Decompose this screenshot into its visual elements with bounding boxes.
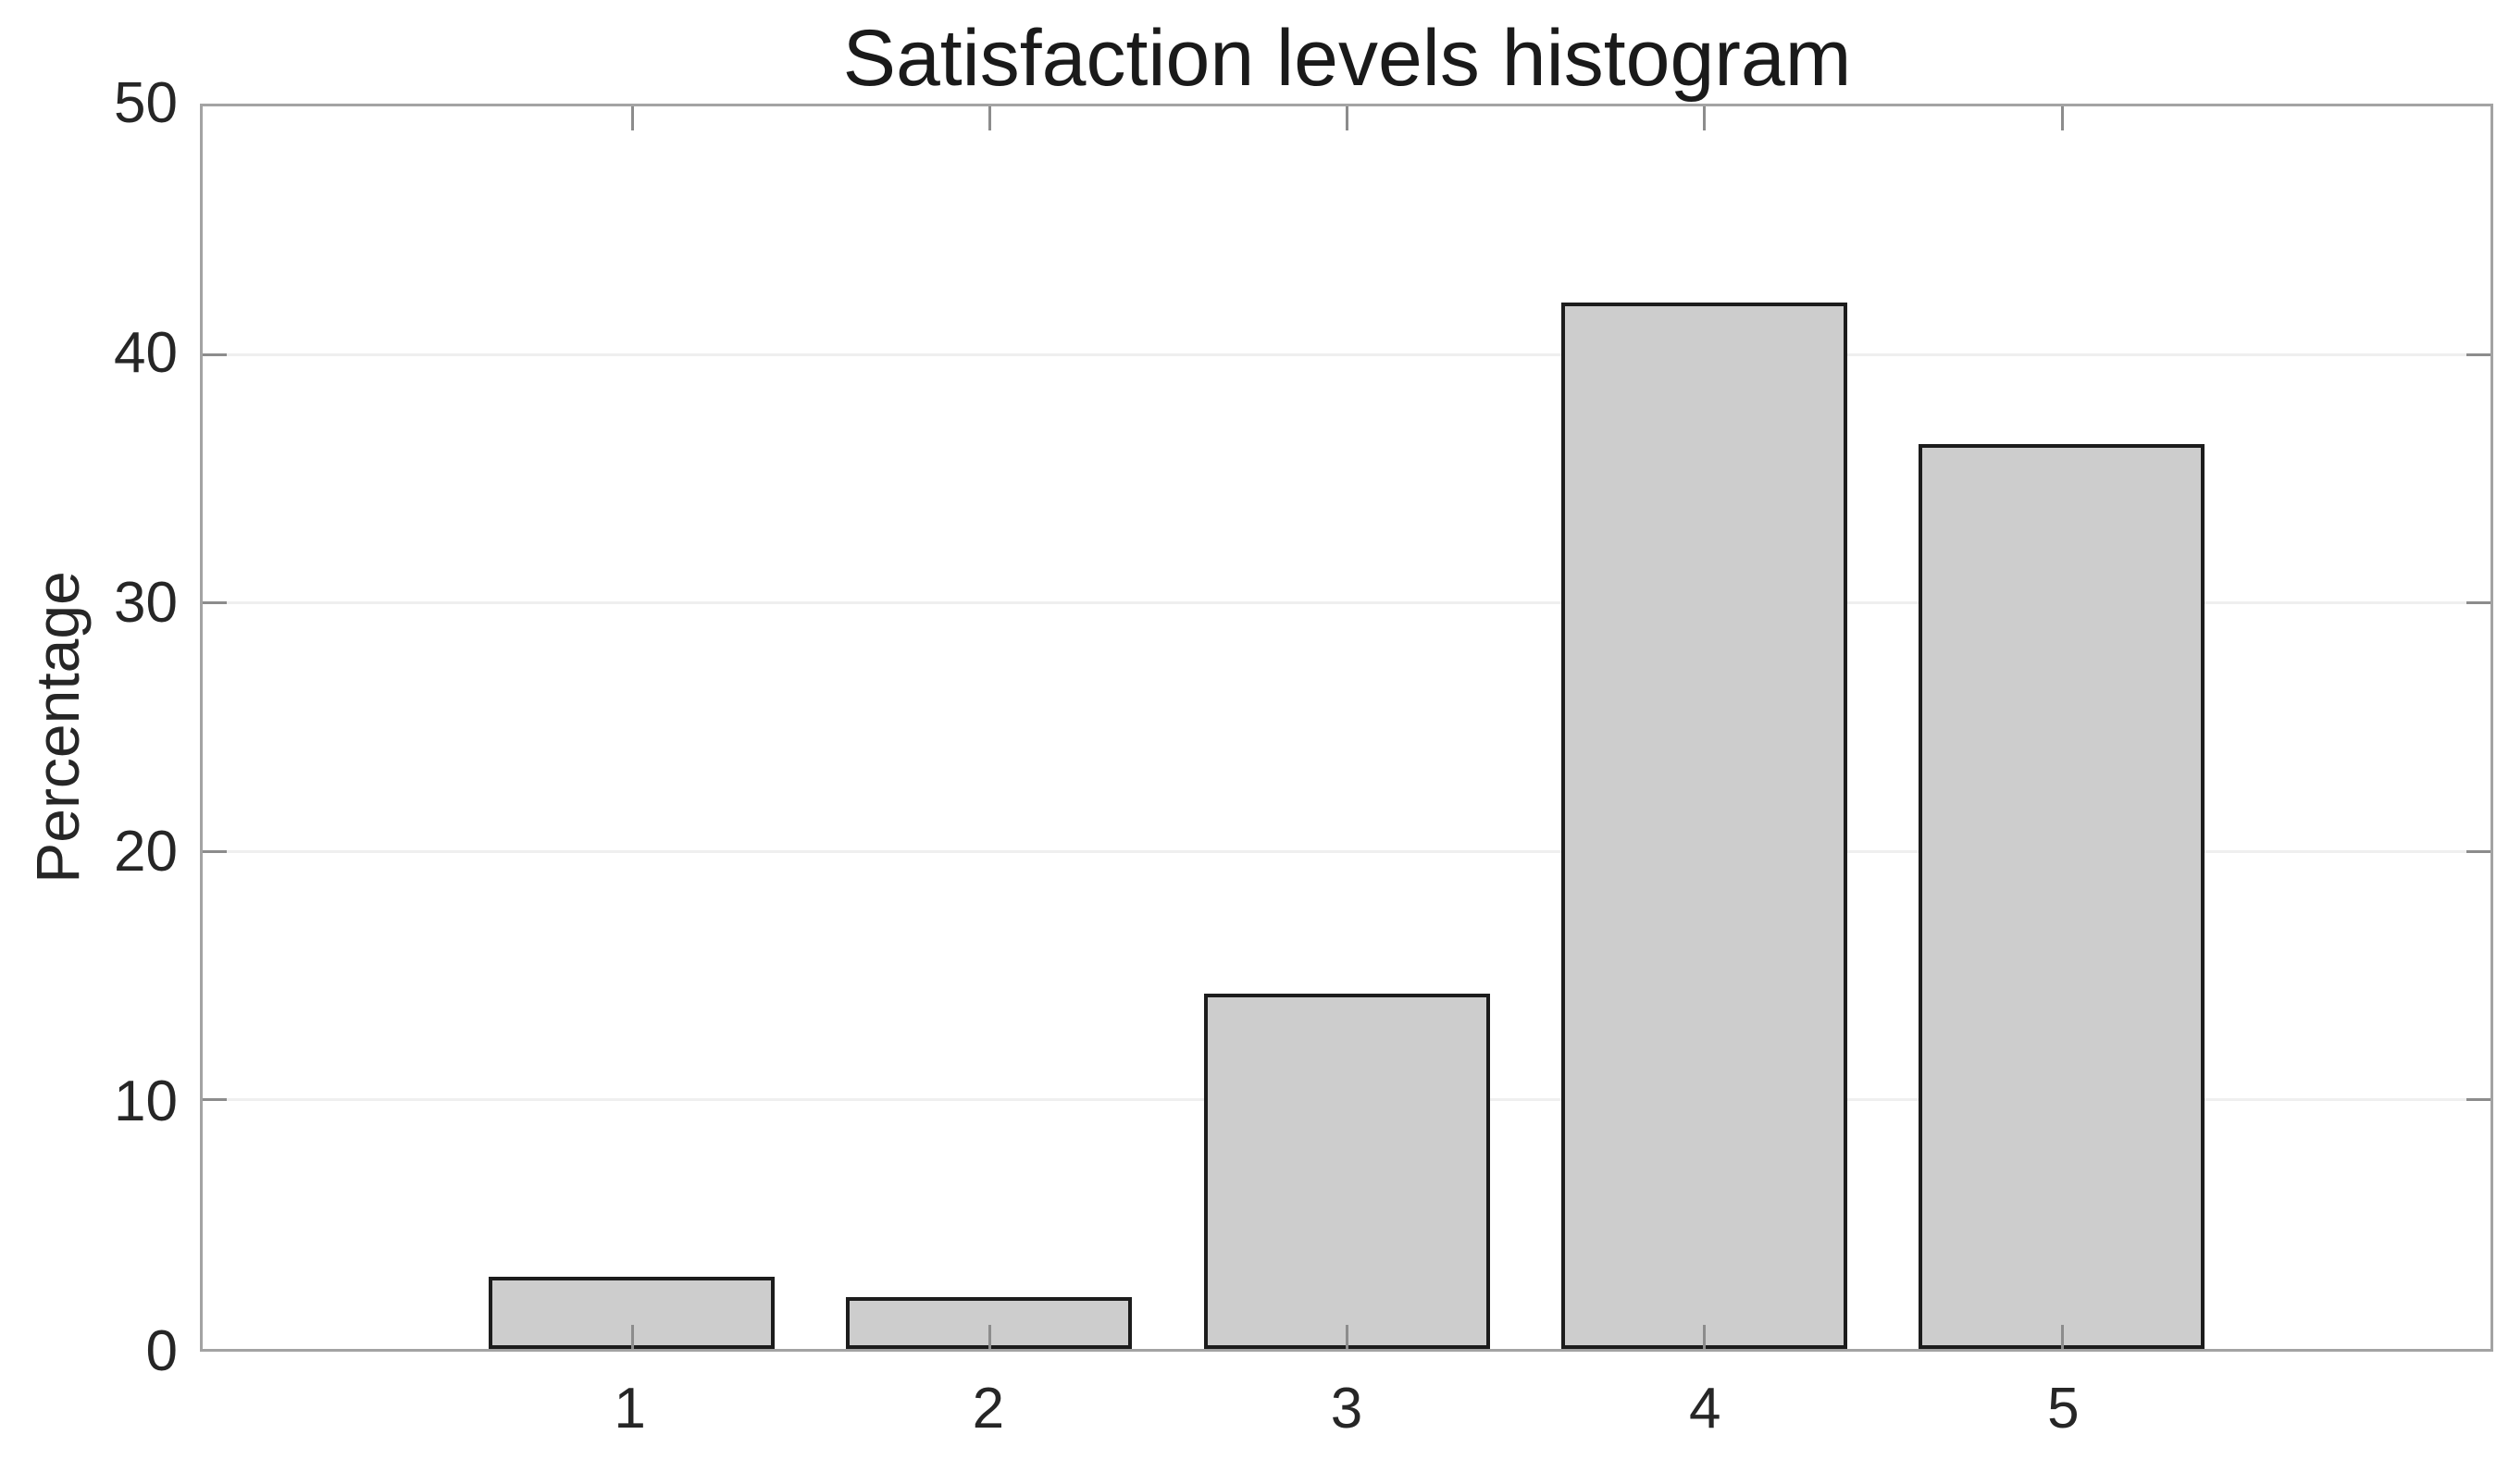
x-tick-mark-top [1346, 106, 1348, 130]
chart-title: Satisfaction levels histogram [842, 14, 1852, 103]
x-tick-mark-top [2060, 106, 2064, 130]
plot-area [200, 104, 2493, 1352]
x-tick-label: 3 [1330, 1377, 1363, 1441]
y-tick-mark-right [2466, 1098, 2490, 1102]
histogram-bar [1560, 303, 1847, 1349]
y-gridline [203, 352, 2490, 356]
y-tick-label: 10 [114, 1070, 178, 1134]
y-tick-label: 30 [114, 570, 178, 635]
y-tick-label: 50 [114, 71, 178, 135]
y-tick-mark [203, 352, 227, 356]
y-tick-mark [203, 849, 227, 853]
histogram-bar [1919, 444, 2205, 1349]
x-tick-label: 2 [972, 1377, 1005, 1441]
y-tick-mark [203, 1098, 227, 1102]
y-gridline [203, 601, 2490, 605]
y-tick-label: 20 [114, 820, 178, 884]
x-tick-mark [2060, 1325, 2064, 1349]
x-tick-mark-top [630, 106, 634, 130]
x-tick-mark-top [1703, 106, 1707, 130]
y-tick-mark-right [2466, 352, 2490, 356]
y-tick-label: 40 [114, 320, 178, 385]
histogram-bar [489, 1277, 775, 1349]
x-tick-label: 4 [1688, 1377, 1721, 1441]
x-tick-mark [1346, 1325, 1348, 1349]
x-tick-label: 5 [2047, 1377, 2080, 1441]
y-tick-label: 0 [145, 1319, 178, 1383]
y-tick-mark [203, 601, 227, 605]
x-tick-mark [987, 1325, 991, 1349]
x-tick-mark [1703, 1325, 1707, 1349]
histogram-bar [1203, 993, 1490, 1349]
x-tick-mark-top [987, 106, 991, 130]
y-tick-mark-right [2466, 849, 2490, 853]
x-tick-label: 1 [614, 1377, 646, 1441]
y-gridline [203, 849, 2490, 853]
x-tick-mark [630, 1325, 634, 1349]
y-tick-mark-right [2466, 601, 2490, 605]
